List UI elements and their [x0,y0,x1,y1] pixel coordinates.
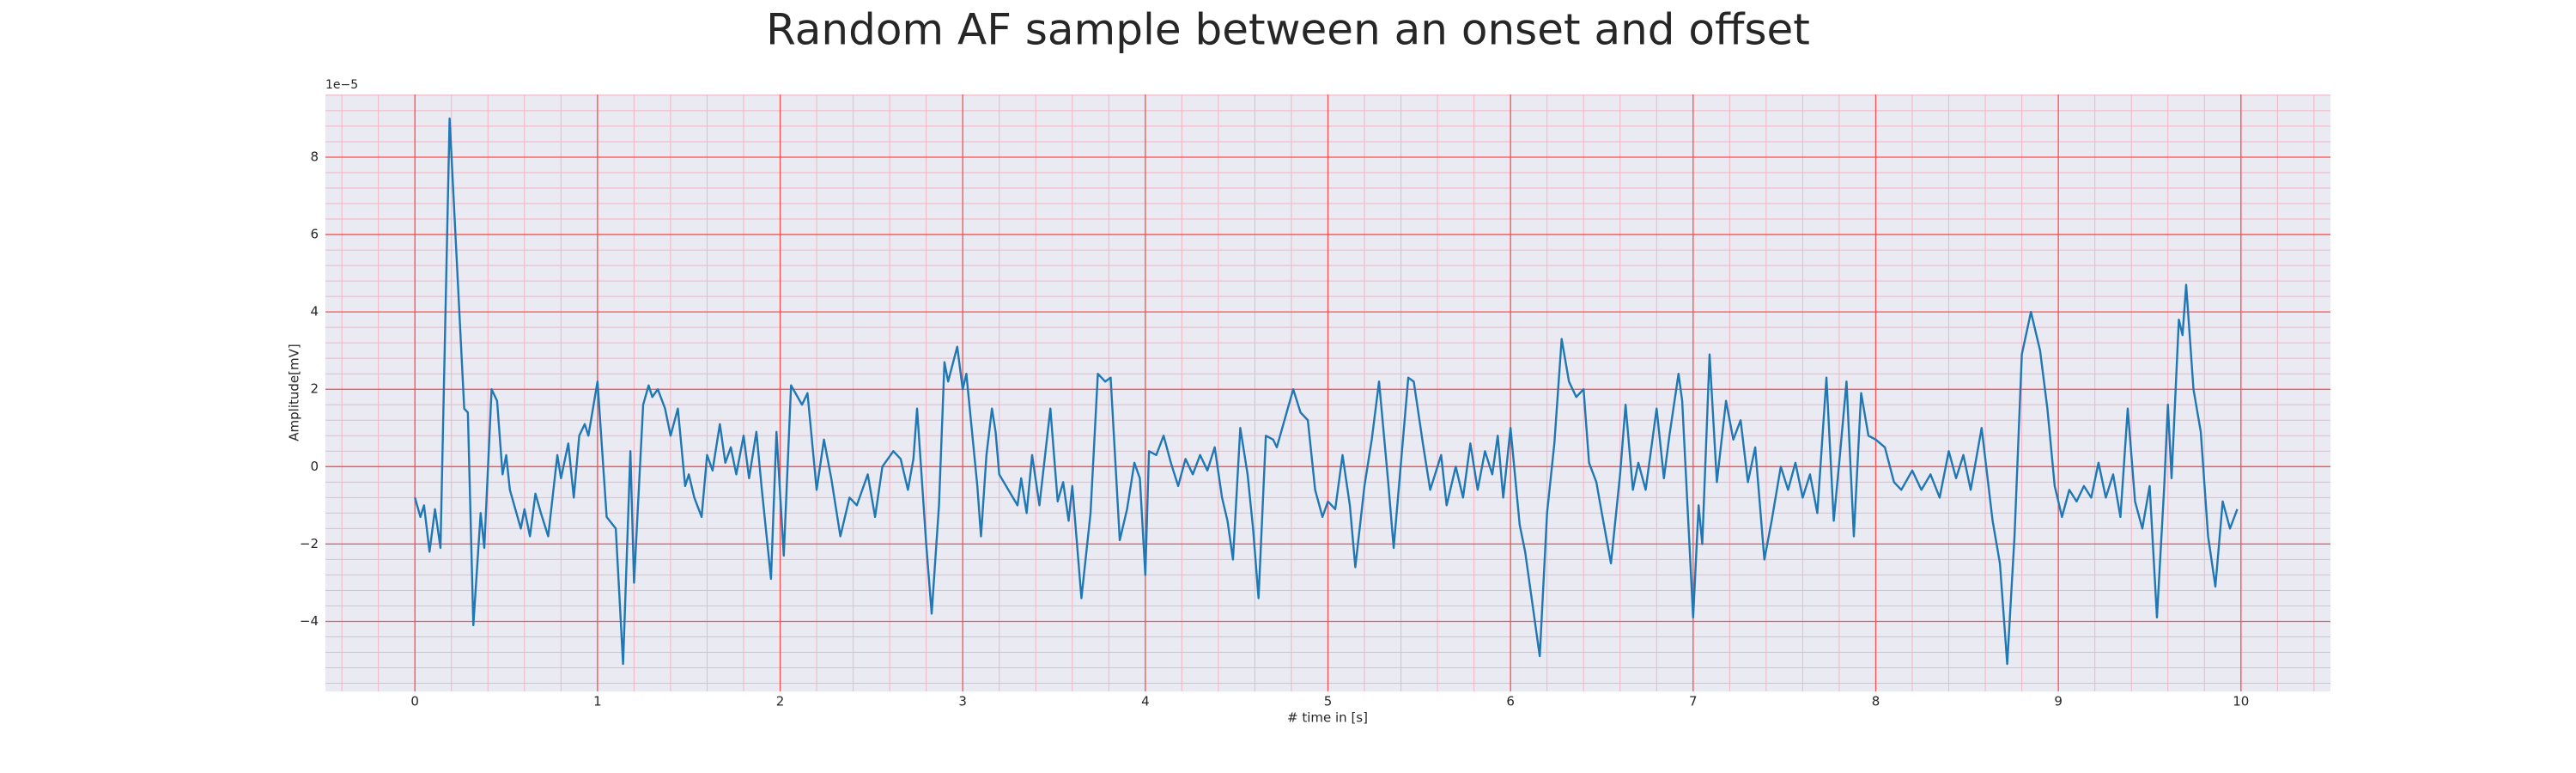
x-tick-label: 8 [1872,694,1880,709]
y-tick-label: −2 [300,536,319,551]
offset-text: 1e−5 [325,78,358,92]
x-tick-label: 5 [1324,694,1333,709]
y-tick-label: 0 [310,459,319,474]
y-tick-label: 2 [310,381,319,397]
grid [325,94,2330,691]
x-tick-label: 10 [2233,694,2249,709]
x-tick-label: 4 [1141,694,1150,709]
y-tick-label: 8 [310,149,319,164]
marks [414,117,2239,666]
x-axis-label: # time in [s] [1287,710,1368,726]
labels: 0 1 2 3 4 5 6 7 8 9 10 −4 −2 0 2 4 6 8 [300,149,2249,709]
x-tick-label: 7 [1689,694,1698,709]
y-tick-label: 4 [310,304,319,320]
x-tick-label: 1 [593,694,602,709]
line-series [414,117,2239,666]
x-tick-label: 2 [776,694,785,709]
y-tick-label: 6 [310,227,319,242]
x-tick-label: 0 [410,694,419,709]
x-tick-label: 3 [958,694,967,709]
y-tick-label: −4 [300,613,319,629]
x-tick-label: 6 [1506,694,1515,709]
y-axis-label: Amplitude[mV] [287,344,302,441]
x-tick-label: 9 [2054,694,2063,709]
chart-title: Random AF sample between an onset and of… [766,5,1810,55]
